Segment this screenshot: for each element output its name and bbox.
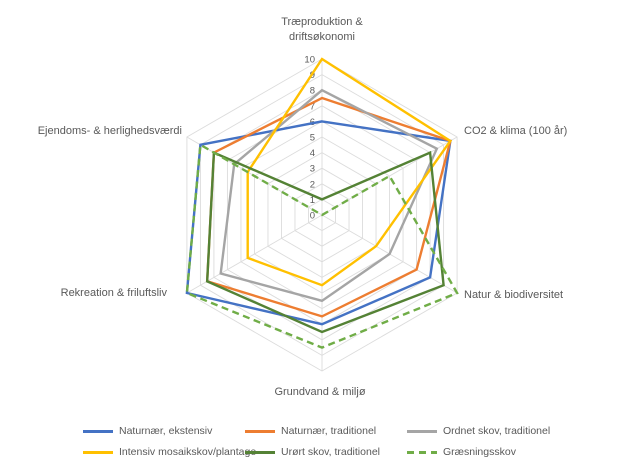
legend-label: Græsningsskov	[443, 446, 516, 458]
legend-label: Naturnær, ekstensiv	[119, 425, 213, 437]
legend-item-naturnaer-traditionel: Naturnær, traditionel	[245, 421, 407, 441]
tick-label: 10	[304, 55, 315, 66]
legend-line-sample-icon	[245, 429, 275, 433]
tick-label: 1	[310, 195, 315, 206]
legend-line-sample-icon	[407, 450, 437, 454]
legend-line-sample-icon	[245, 450, 275, 454]
legend-label: Intensiv mosaikskov/plantage	[119, 446, 257, 458]
legend-item-naturnaer-ekstensiv: Naturnær, ekstensiv	[83, 421, 245, 441]
tick-label: 0	[310, 211, 315, 222]
tick-label: 2	[310, 179, 315, 190]
axis-label-traeproduktion: Træproduktion & driftsøkonomi	[281, 16, 363, 43]
legend-line-sample-icon	[83, 429, 113, 433]
tick-label: 5	[310, 133, 315, 144]
axis-label-rekreation-friluftsliv: Rekreation & friluftsliv	[60, 287, 167, 299]
axis-label-ejendoms-herlighedsvaerdi: Ejendoms- & herlighedsværdi	[37, 125, 182, 137]
axis-label-co2-klima: CO2 & klima (100 år)	[464, 125, 568, 137]
legend-item-intensiv-mosaikskov: Intensiv mosaikskov/plantage	[83, 442, 256, 462]
legend-item-ordnet-skov: Ordnet skov, traditionel	[407, 421, 623, 441]
series-polygon-5	[185, 142, 459, 349]
legend-item-urort-skov: Urørt skov, traditionel	[245, 442, 407, 462]
legend-label: Ordnet skov, traditionel	[443, 425, 551, 437]
tick-label: 4	[310, 148, 315, 159]
tick-label: 3	[310, 164, 315, 175]
axis-label-natur-biodiversitet: Natur & biodiversitet	[464, 289, 564, 301]
legend-item-graesningsskov: Græsningsskov	[407, 442, 623, 462]
legend-label: Naturnær, traditionel	[281, 425, 377, 437]
series-polygon-3	[246, 57, 453, 287]
legend-line-sample-icon	[407, 429, 437, 433]
chart-legend: Naturnær, ekstensiv Naturnær, traditione…	[83, 421, 623, 462]
axis-spoke	[186, 214, 323, 294]
legend-label: Urørt skov, traditionel	[281, 446, 380, 458]
legend-line-sample-icon	[83, 450, 113, 454]
tick-label: 7	[310, 101, 315, 112]
tick-label: 8	[310, 86, 315, 97]
axis-label-grundvand-miljo: Grundvand & miljø	[274, 386, 366, 398]
